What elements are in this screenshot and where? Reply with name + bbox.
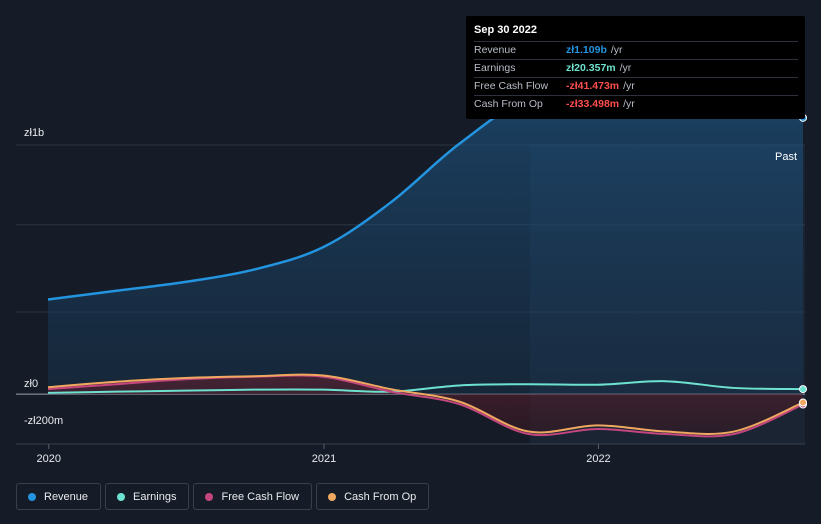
end-marker-earnings (799, 385, 807, 394)
tooltip-date: Sep 30 2022 (474, 24, 537, 36)
tooltip-unit: /yr (623, 98, 635, 110)
tooltip-value: -zł33.498m (566, 98, 620, 110)
y-tick-label: zł1b (24, 127, 44, 139)
y-tick-label: -zł200m (24, 415, 63, 427)
revenue-dot-icon (28, 492, 36, 501)
x-tick-label: 2021 (312, 453, 336, 465)
series-area-revenue (48, 93, 803, 395)
earnings-dot-icon (117, 492, 126, 501)
cash-from-op-dot-icon (328, 492, 337, 501)
y-axis: zł1b zł0 -zł200m (24, 127, 63, 427)
tooltip-label: Free Cash Flow (474, 80, 549, 92)
series-line-cash-from-op (47, 373, 804, 435)
tooltip-value: zł1.109b (566, 44, 607, 56)
tooltip-row-revenue: Revenue zł1.109b /yr (474, 41, 798, 59)
legend-item-earnings[interactable]: Earnings (105, 483, 190, 510)
tooltip-row-free-cash-flow: Free Cash Flow -zł41.473m /yr (474, 77, 798, 95)
legend-label: Revenue (44, 490, 89, 503)
series-line-earnings (47, 380, 804, 394)
tooltip-value: -zł41.473m (566, 80, 620, 92)
tooltip: Sep 30 2022 Revenue zł1.109b /yr Earning… (466, 16, 805, 119)
x-tick-label: 2022 (586, 453, 610, 465)
legend-label: Free Cash Flow (221, 490, 300, 503)
tooltip-row-cash-from-op: Cash From Op -zł33.498m /yr (474, 95, 798, 113)
legend-item-revenue[interactable]: Revenue (16, 483, 102, 510)
legend: Revenue Earnings Free Cash Flow Cash Fro… (16, 483, 430, 510)
legend-item-cash-from-op[interactable]: Cash From Op (316, 483, 430, 510)
y-tick-label: zł0 (24, 378, 38, 390)
tooltip-label: Cash From Op (474, 98, 543, 110)
series-line-free-cash-flow (47, 374, 804, 438)
tooltip-unit: /yr (623, 80, 635, 92)
tooltip-value: zł20.357m (566, 62, 616, 74)
x-tick-label: 2020 (37, 453, 61, 465)
end-marker-cash-from-op (799, 398, 807, 407)
tooltip-label: Revenue (474, 44, 517, 56)
tooltip-label: Earnings (474, 62, 516, 74)
tooltip-unit: /yr (610, 44, 623, 56)
past-label: Past (775, 151, 797, 163)
free-cash-flow-dot-icon (205, 492, 214, 501)
legend-item-free-cash-flow[interactable]: Free Cash Flow (193, 483, 313, 510)
legend-label: Earnings (133, 490, 177, 503)
legend-label: Cash From Op (344, 490, 417, 503)
tooltip-row-earnings: Earnings zł20.357m /yr (474, 59, 798, 77)
x-axis: 2020 2021 2022 (37, 444, 611, 465)
tooltip-unit: /yr (619, 62, 632, 74)
